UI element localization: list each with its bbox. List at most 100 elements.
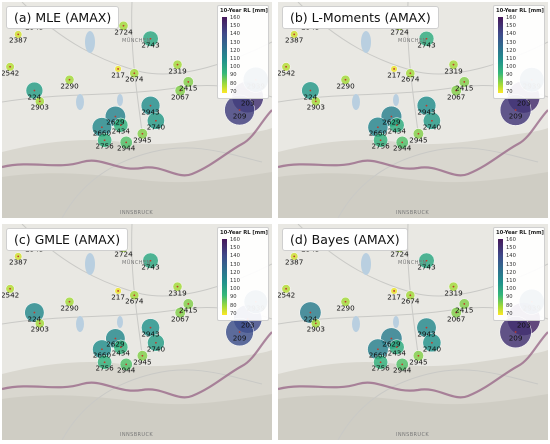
station-dot <box>68 78 71 81</box>
station-label: 2319 <box>168 288 187 298</box>
lake <box>85 31 95 53</box>
station-label: 2943 <box>417 329 436 339</box>
lake <box>76 94 84 110</box>
station-label: 2660 <box>92 128 112 138</box>
station-dot <box>393 68 395 70</box>
legend-tick: 120 <box>506 269 516 276</box>
station-label: 2542 <box>278 68 296 78</box>
station-label: 2945 <box>409 357 428 367</box>
legend-tick: 100 <box>230 286 240 293</box>
legend-tick: 160 <box>506 237 516 243</box>
legend-tick: 130 <box>506 261 516 268</box>
station-label: 2945 <box>409 135 428 145</box>
lake <box>85 253 95 275</box>
station-label: 2743 <box>141 262 160 272</box>
legend-title: 10-Year RL [mm] <box>220 8 268 14</box>
station-label: 2756 <box>95 363 114 373</box>
legend-tick: 130 <box>506 39 516 46</box>
station-label: 2740 <box>422 344 442 354</box>
basemap <box>2 224 272 440</box>
panel-title: (d) Bayes (AMAX) <box>282 228 408 251</box>
station-label: 2542 <box>2 290 20 300</box>
station-dot <box>314 100 317 103</box>
station-dot <box>285 287 287 290</box>
panel-title: (a) MLE (AMAX) <box>6 6 120 29</box>
station-label: 2756 <box>371 141 390 151</box>
station-label: 2903 <box>306 324 325 334</box>
legend-tick: 160 <box>506 15 516 21</box>
city-label: INNSBRUCK <box>396 210 430 216</box>
lake <box>361 253 371 275</box>
legend-colorbar <box>222 239 227 315</box>
station-label: 2415 <box>179 83 198 93</box>
map-panel-lmoments[interactable]: MÜNCHENINNSBRUCK254323872724274325422172… <box>278 2 548 218</box>
station-dot <box>68 300 71 303</box>
station-dot <box>114 115 117 118</box>
station-label: 2660 <box>368 350 388 360</box>
legend-tick: 90 <box>506 72 513 79</box>
station-label: 217 <box>111 292 125 302</box>
station-dot <box>179 311 182 314</box>
station-dot <box>238 331 241 333</box>
station-dot <box>149 259 152 262</box>
map-panel-mle[interactable]: MÜNCHENINNSBRUCK254323872724274325422172… <box>2 2 272 218</box>
station-label: 224 <box>27 314 42 324</box>
station-dot <box>176 63 179 66</box>
station-label: 2319 <box>168 66 187 76</box>
station-label: 2319 <box>444 288 463 298</box>
station-dot <box>417 132 420 135</box>
station-label: 2290 <box>336 303 355 313</box>
station-dot <box>431 341 433 344</box>
station-dot <box>409 294 412 297</box>
station-dot <box>125 363 128 366</box>
station-dot <box>155 341 157 344</box>
station-dot <box>344 78 347 81</box>
map-panel-gmle[interactable]: MÜNCHENINNSBRUCK254323872724274325422172… <box>2 224 272 440</box>
station-label: 2740 <box>146 122 166 132</box>
panel-title: (c) GMLE (AMAX) <box>6 228 129 251</box>
station-label: 2387 <box>285 35 304 45</box>
station-label: 209 <box>232 333 247 343</box>
legend-tick: 150 <box>506 23 516 30</box>
legend-tick: 120 <box>230 47 240 54</box>
legend-title: 10-Year RL [mm] <box>220 230 268 236</box>
station-dot <box>455 89 458 92</box>
station-dot <box>390 115 393 118</box>
station-label: 2903 <box>30 324 49 334</box>
station-label: 224 <box>27 92 42 102</box>
color-legend: 10-Year RL [mm] 160 150 140 130 120 110 100 90 80… <box>217 227 269 321</box>
legend-tick: 70 <box>506 310 513 317</box>
station-dot <box>101 348 103 351</box>
station-label: 2944 <box>393 143 412 153</box>
station-dot <box>119 346 122 349</box>
station-label: 2434 <box>387 348 406 358</box>
city-label: INNSBRUCK <box>396 432 430 438</box>
color-legend: 10-Year RL [mm] 160 150 140 130 120 110 100 90 80… <box>493 5 545 99</box>
color-legend: 10-Year RL [mm] 160 150 140 130 120 110 100 90 80… <box>217 5 269 99</box>
map-panel-bayes[interactable]: MÜNCHENINNSBRUCK254323872724274325422172… <box>278 224 548 440</box>
station-dot <box>33 89 36 92</box>
station-dot <box>38 322 41 325</box>
station-label: 2415 <box>455 83 474 93</box>
station-dot <box>455 311 458 314</box>
city-label: INNSBRUCK <box>120 432 154 438</box>
station-label: 2674 <box>125 74 144 84</box>
legend-colorbar <box>498 17 503 93</box>
station-label: 2387 <box>9 35 28 45</box>
legend-title: 10-Year RL [mm] <box>496 8 544 14</box>
legend-tick: 100 <box>230 64 240 71</box>
station-label: 203 <box>516 98 531 108</box>
station-dot <box>401 363 404 366</box>
station-label: 2434 <box>111 348 130 358</box>
city-label: MÜNCHEN <box>398 260 427 266</box>
station-dot <box>149 326 152 329</box>
city-label: INNSBRUCK <box>120 210 154 216</box>
station-label: 209 <box>232 111 247 121</box>
lake <box>117 94 123 106</box>
station-dot <box>114 337 117 340</box>
station-dot <box>101 126 103 129</box>
station-label: 2944 <box>117 143 136 153</box>
station-label: 203 <box>516 320 531 330</box>
station-label: 203 <box>240 320 255 330</box>
national-border <box>2 109 272 177</box>
